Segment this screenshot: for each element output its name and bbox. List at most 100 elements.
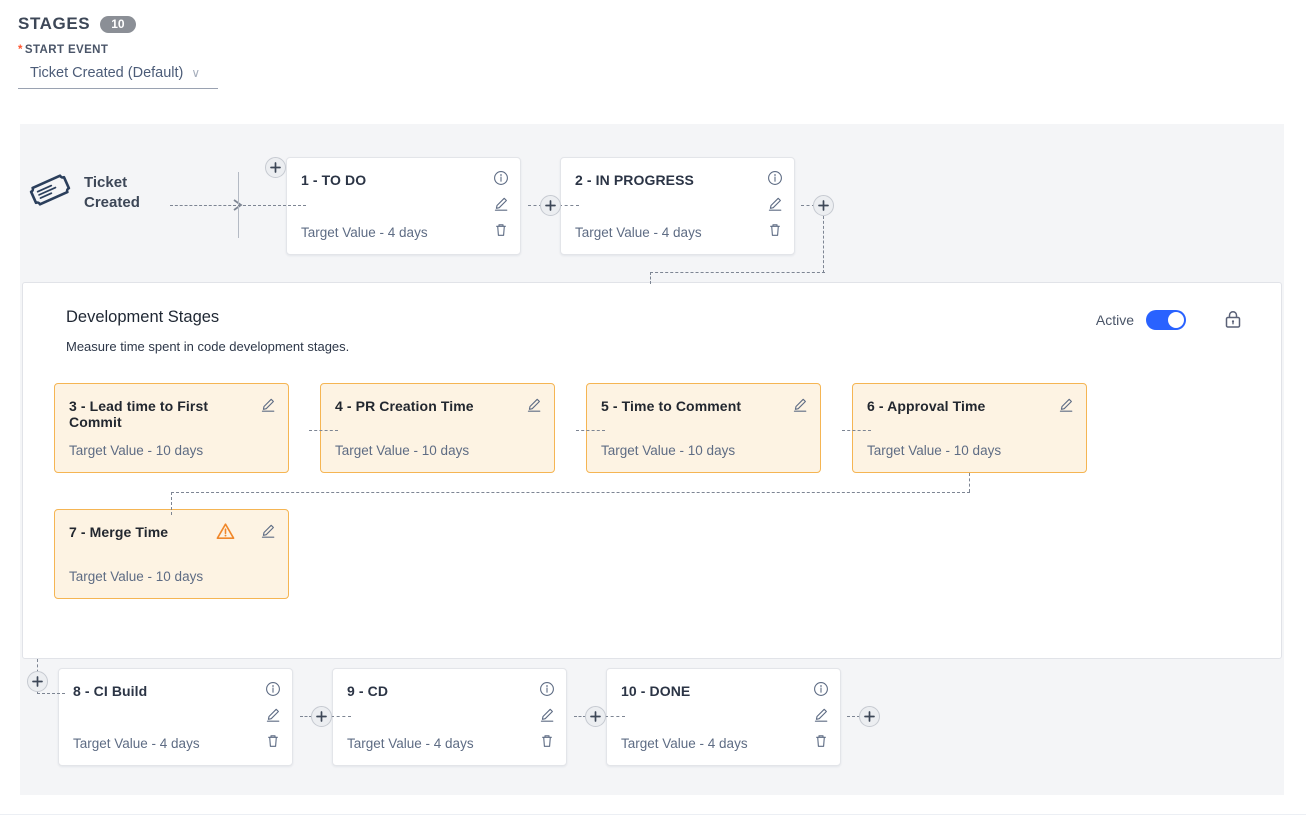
required-asterisk: * [18, 44, 23, 56]
delete-icon[interactable] [813, 733, 829, 749]
start-event-label: * START EVENT [18, 44, 218, 56]
warning-icon[interactable] [216, 522, 235, 546]
info-icon[interactable] [813, 681, 829, 697]
connector-plus-card10 [605, 716, 625, 717]
connector-card8-plus [300, 716, 312, 717]
edit-icon[interactable] [260, 523, 276, 539]
stage-card-actions [493, 170, 509, 238]
add-stage-button-between-9-10[interactable] [585, 706, 606, 727]
stage-card-target: Target Value - 4 days [73, 736, 200, 751]
connector-plus-card9 [331, 716, 351, 717]
edit-icon[interactable] [265, 707, 281, 723]
info-icon[interactable] [493, 170, 509, 186]
start-node-label: Ticket Created [84, 173, 156, 211]
add-stage-button-before-1[interactable] [265, 157, 286, 178]
connector-left-to-dev-panel [650, 272, 825, 273]
connector-card4-card5 [576, 430, 605, 431]
add-stage-button-after-2[interactable] [813, 195, 834, 216]
stage-card-title: 4 - PR Creation Time [335, 398, 474, 414]
delete-icon[interactable] [493, 222, 509, 238]
bottom-divider [0, 814, 1306, 815]
stage-card-title: 1 - TO DO [301, 172, 367, 188]
stages-title-row: STAGES 10 [18, 14, 218, 34]
connector-into-dev-panel [650, 272, 651, 284]
page-title: STAGES [18, 14, 91, 33]
connector-row-wrap [171, 492, 970, 493]
connector-card6-down [969, 473, 970, 492]
stage-card-4[interactable]: 4 - PR Creation Time Target Value - 10 d… [320, 383, 555, 473]
stage-card-7[interactable]: 7 - Merge Time Target Value - 10 days [54, 509, 289, 599]
connector-card9-plus [574, 716, 586, 717]
delete-icon[interactable] [265, 733, 281, 749]
stage-card-title: 5 - Time to Comment [601, 398, 742, 414]
stage-card-6[interactable]: 6 - Approval Time Target Value - 10 days [852, 383, 1087, 473]
stage-card-title: 6 - Approval Time [867, 398, 986, 414]
stages-count-badge: 10 [100, 15, 136, 33]
connector-plus-card2 [559, 205, 579, 206]
start-event-value: Ticket Created (Default) [30, 65, 184, 81]
stage-card-target: Target Value - 10 days [867, 443, 1002, 458]
stage-card-3[interactable]: 3 - Lead time to First Commit Target Val… [54, 383, 289, 473]
stage-card-title: 9 - CD [347, 683, 389, 699]
connector-card1-card2 [528, 205, 542, 206]
stage-card-actions [813, 681, 829, 749]
stage-card-target: Target Value - 10 days [69, 569, 204, 584]
active-toggle[interactable] [1146, 310, 1186, 330]
edit-icon[interactable] [767, 196, 783, 212]
ticket-icon [28, 168, 72, 217]
stage-card-target: Target Value - 10 days [335, 443, 470, 458]
info-icon[interactable] [265, 681, 281, 697]
stage-card-target: Target Value - 10 days [69, 443, 204, 458]
stage-card-target: Target Value - 4 days [575, 225, 702, 240]
stage-card-title: 10 - DONE [621, 683, 691, 699]
chevron-down-icon: ∨ [191, 66, 201, 80]
edit-icon[interactable] [813, 707, 829, 723]
start-event-label-text: START EVENT [24, 44, 109, 56]
toggle-knob [1168, 312, 1184, 328]
connector-ticket-to-rail [170, 205, 236, 206]
connector-card10-plus [847, 716, 860, 717]
edit-icon[interactable] [526, 397, 542, 413]
stage-card-actions [767, 170, 783, 238]
active-label: Active [1095, 312, 1134, 328]
start-node-label-line2: Created [84, 193, 140, 211]
start-node: Ticket Created [28, 168, 156, 217]
connector-card2-plus [801, 205, 815, 206]
stage-card-title: 2 - IN PROGRESS [575, 172, 694, 188]
stage-card-title: 3 - Lead time to First Commit [69, 398, 209, 430]
stage-card-9[interactable]: 9 - CD Target Value - 4 days [332, 668, 567, 766]
connector-rail-to-card1 [238, 205, 306, 206]
stage-card-10[interactable]: 10 - DONE Target Value - 4 days [606, 668, 841, 766]
edit-icon[interactable] [493, 196, 509, 212]
stage-card-target: Target Value - 4 days [621, 736, 748, 751]
start-event-select[interactable]: Ticket Created (Default) ∨ [18, 65, 218, 89]
stage-card-1[interactable]: 1 - TO DO Target Value - 4 days [286, 157, 521, 255]
stage-card-2[interactable]: 2 - IN PROGRESS Target Value - 4 days [560, 157, 795, 255]
add-stage-button-before-8[interactable] [27, 671, 48, 692]
connector-card3-card4 [309, 430, 338, 431]
delete-icon[interactable] [539, 733, 555, 749]
delete-icon[interactable] [767, 222, 783, 238]
connector-card5-card6 [842, 430, 871, 431]
stages-header: STAGES 10 * START EVENT Ticket Created (D… [18, 14, 218, 89]
stage-card-5[interactable]: 5 - Time to Comment Target Value - 10 da… [586, 383, 821, 473]
stage-card-target: Target Value - 10 days [601, 443, 736, 458]
add-stage-button-after-10[interactable] [859, 706, 880, 727]
stage-card-actions [265, 681, 281, 749]
start-node-label-line1: Ticket [84, 174, 128, 192]
lock-icon[interactable] [1224, 309, 1242, 334]
info-icon[interactable] [767, 170, 783, 186]
connector-down-from-plus-after-2 [823, 216, 824, 273]
connector-plus-to-card8 [37, 693, 65, 694]
stage-card-8[interactable]: 8 - CI Build Target Value - 4 days [58, 668, 293, 766]
add-stage-button-between-1-2[interactable] [540, 195, 561, 216]
stage-card-title: 8 - CI Build [73, 683, 148, 699]
stage-card-target: Target Value - 4 days [301, 225, 428, 240]
edit-icon[interactable] [539, 707, 555, 723]
info-icon[interactable] [539, 681, 555, 697]
edit-icon[interactable] [792, 397, 808, 413]
edit-icon[interactable] [1058, 397, 1074, 413]
edit-icon[interactable] [260, 397, 276, 413]
add-stage-button-between-8-9[interactable] [311, 706, 332, 727]
stage-card-title: 7 - Merge Time [69, 524, 169, 540]
